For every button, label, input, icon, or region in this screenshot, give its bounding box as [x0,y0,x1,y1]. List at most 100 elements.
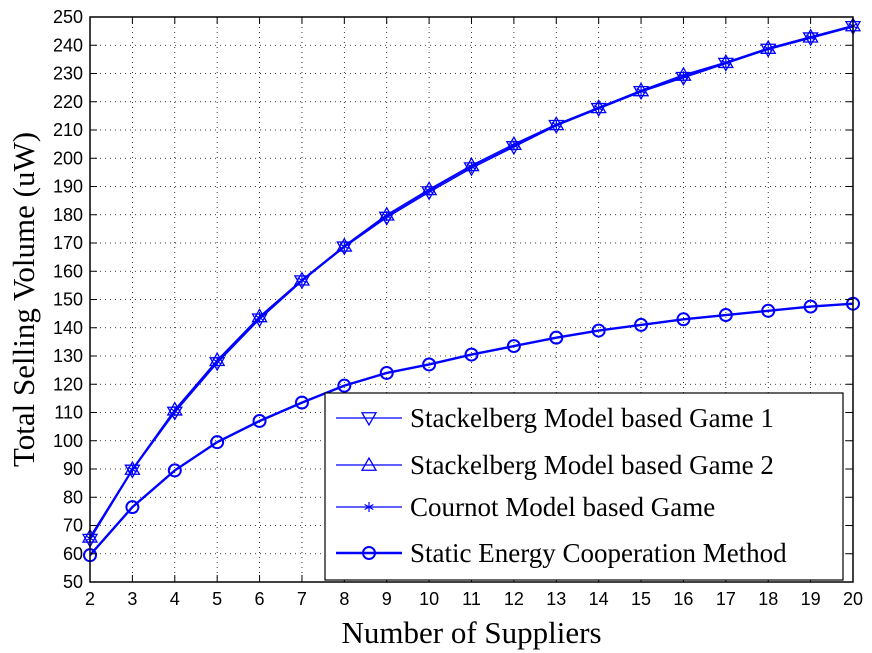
marker-stroke [594,104,604,111]
y-tick-label: 230 [53,64,83,84]
data-point [294,395,309,410]
x-tick-label: 20 [843,589,863,609]
y-tick-label: 160 [53,261,83,281]
y-tick-label: 80 [63,487,83,507]
legend: Stackelberg Model based Game 1 Stackelber… [324,392,844,581]
x-tick-label: 6 [255,589,265,609]
legend-item: Static Energy Cooperation Method [336,538,787,568]
y-tick-label: 60 [63,544,83,564]
marker-stroke [382,213,392,220]
data-point [339,241,349,252]
x-tick-label: 10 [419,589,439,609]
legend-label: Stackelberg Model based Game 1 [410,403,774,433]
data-point [170,406,180,417]
data-point [379,365,394,380]
y-tick-label: 110 [54,403,83,423]
legend-item: Stackelberg Model based Game 2 [336,450,774,480]
marker-stroke [805,34,816,41]
data-point [127,464,138,475]
y-tick-label: 140 [53,318,83,338]
y-axis-title: Total Selling Volume (uW) [6,132,41,467]
data-point [591,323,606,338]
y-tick-label: 170 [53,233,83,253]
y-tick-label: 70 [63,516,83,536]
marker-stroke [339,243,349,250]
data-point [718,308,733,323]
legend-marker [364,502,374,512]
x-tick-label: 11 [462,589,481,609]
legend-item: Stackelberg Model based Game 1 [336,403,774,433]
series-3 [85,21,858,544]
y-tick-label: 50 [63,572,83,592]
data-point [509,140,519,151]
data-point [721,57,731,68]
y-tick-label: 180 [53,205,83,225]
data-point [125,500,140,515]
data-point [337,378,352,393]
data-point [424,185,434,196]
data-point [803,299,818,314]
data-point [464,347,479,362]
y-tick-label: 210 [53,120,83,140]
x-tick-label: 3 [127,589,137,609]
x-axis-title: Number of Suppliers [341,615,601,650]
data-point [297,275,307,286]
data-point [254,312,265,323]
y-tick-label: 130 [53,346,83,366]
x-tick-label: 15 [631,589,651,609]
marker-stroke [170,408,180,415]
y-tick-label: 190 [53,177,83,197]
series-line [89,302,854,556]
data-point [549,330,564,345]
data-point [252,413,267,428]
y-tick-label: 100 [53,431,83,451]
legend-marker [360,412,378,427]
data-point [551,119,561,130]
y-tick-label: 120 [53,374,83,394]
data-point [634,317,649,332]
legend-box [324,392,844,581]
marker-stroke [763,45,773,52]
legend-marker [362,546,376,560]
x-tick-label: 13 [546,589,566,609]
x-tick-label: 18 [758,589,778,609]
data-point [210,435,225,450]
legend-marker [360,456,378,471]
data-point [636,86,646,97]
legend-item: Cournot Model based Game [336,492,715,522]
x-tick-label: 9 [382,589,392,609]
y-tick-label: 240 [53,35,83,55]
marker-stroke [297,277,307,284]
data-point [763,43,773,54]
legend-label: Static Energy Cooperation Method [410,538,787,568]
y-tick-label: 250 [53,7,83,27]
x-tick-label: 17 [716,589,736,609]
data-point [506,339,521,354]
marker-stroke [509,142,519,149]
x-tick-label: 16 [673,589,693,609]
data-point [805,32,816,43]
data-point [422,357,437,372]
data-point [167,463,182,478]
data-point [761,303,776,318]
series-4 [83,296,860,563]
data-point [676,312,691,327]
series-layer [81,17,862,563]
marker-stroke [678,73,689,80]
y-tick-label: 220 [53,92,83,112]
data-point [212,356,222,367]
x-tick-label: 2 [85,589,95,609]
marker-stroke [551,121,561,128]
marker-stroke [254,314,265,321]
data-point [594,102,604,113]
x-tick-label: 7 [297,589,307,609]
x-tick-label: 12 [504,589,524,609]
x-tick-label: 8 [339,589,349,609]
data-point [678,71,689,82]
marker-stroke [364,503,374,511]
y-tick-label: 150 [53,290,83,310]
x-tick-label: 4 [170,589,180,609]
marker-stroke [721,59,731,66]
marker-stroke [212,358,222,365]
